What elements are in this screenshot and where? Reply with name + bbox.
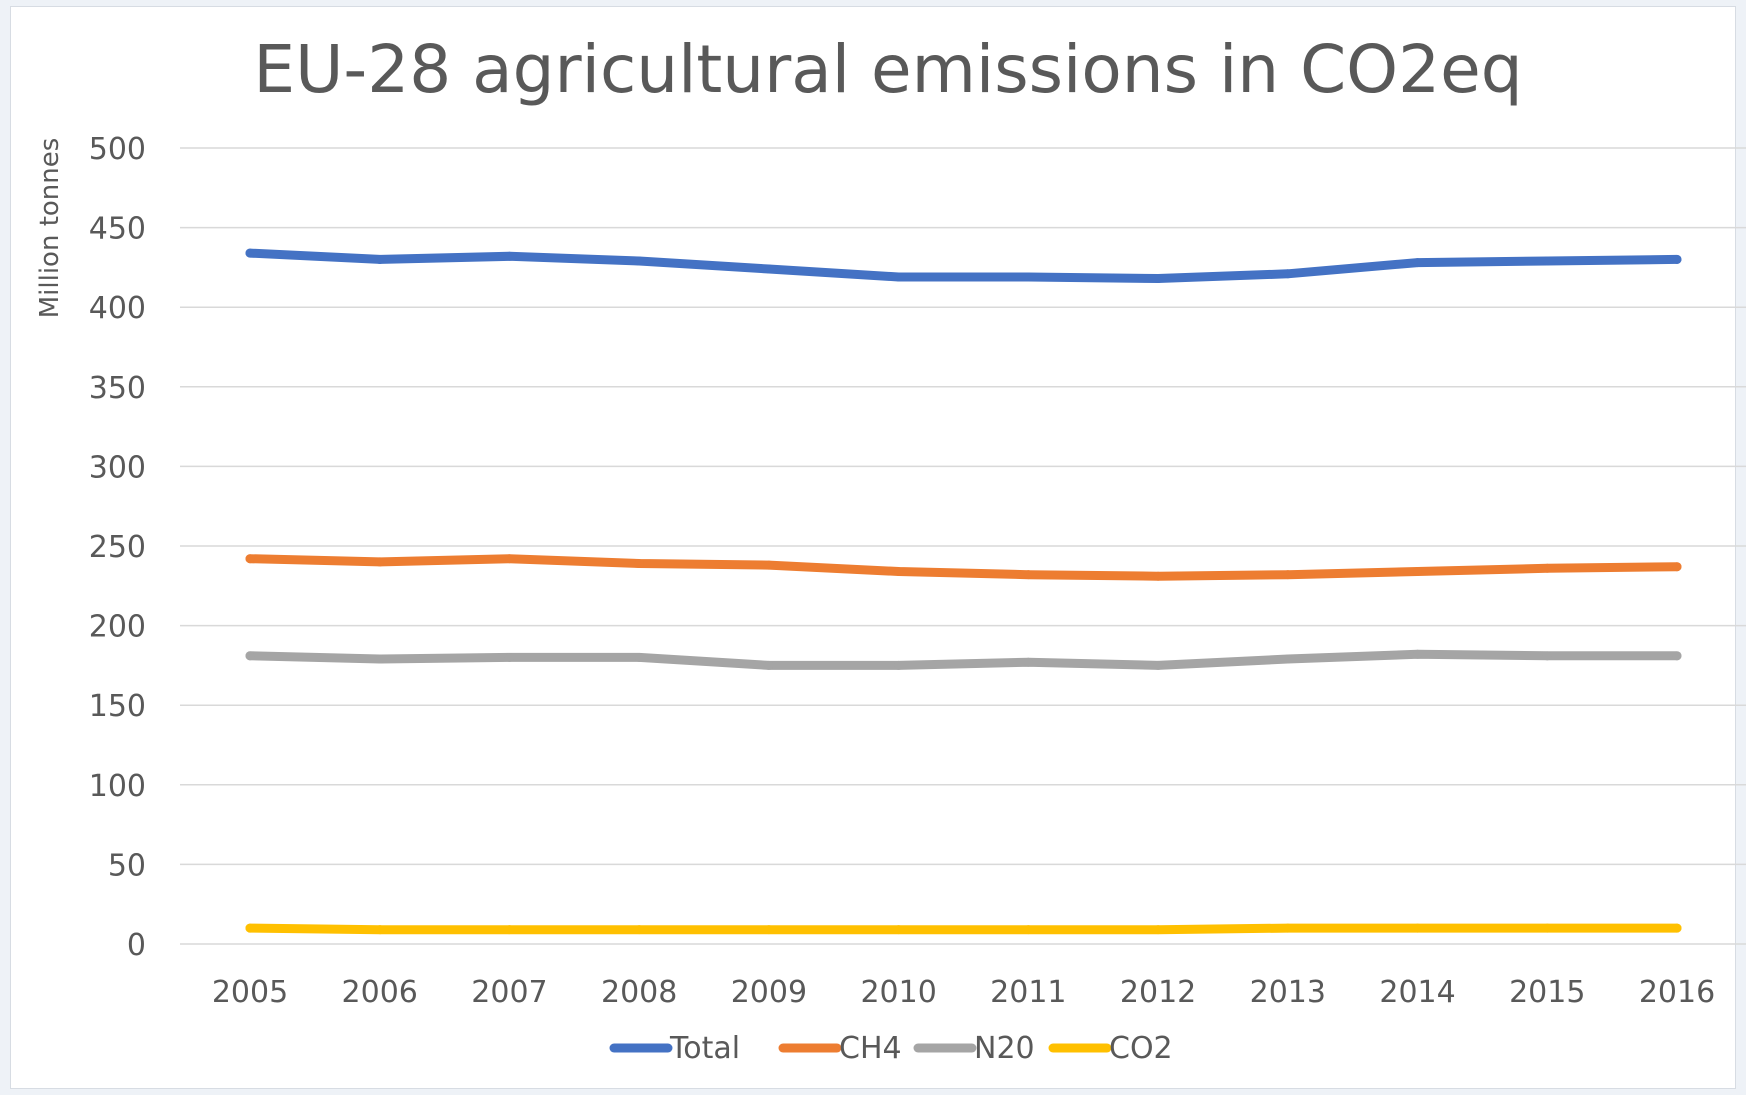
chart-frame [10, 6, 1736, 1089]
y-tick-label: 200 [89, 610, 146, 645]
x-tick-label: 2016 [1639, 975, 1715, 1010]
legend-item-ch4[interactable]: CH4 [778, 1031, 902, 1066]
data-point-co2 [764, 925, 774, 935]
data-point-total [375, 254, 385, 264]
x-tick-label: 2012 [1120, 975, 1196, 1010]
data-point-n20 [764, 660, 774, 670]
data-point-n20 [634, 652, 644, 662]
data-point-ch4 [1283, 570, 1293, 580]
series-line-ch4 [245, 554, 1682, 581]
legend-item-co2[interactable]: CO2 [1048, 1031, 1173, 1066]
data-point-co2 [1542, 923, 1552, 933]
legend: Total CH4 N20 CO2 [609, 1031, 1173, 1066]
data-point-total [1672, 254, 1682, 264]
x-axis-ticks: 2005 2006 2007 2008 2009 2010 2011 2012 2013 2014… [212, 975, 1715, 1010]
legend-item-total[interactable]: Total [609, 1031, 740, 1066]
data-point-n20 [1672, 651, 1682, 661]
data-point-total [504, 251, 514, 261]
data-point-ch4 [504, 554, 514, 564]
gridlines [180, 147, 1746, 945]
y-tick-label: 0 [127, 928, 146, 963]
series-line-co2 [245, 923, 1682, 935]
x-tick-label: 2011 [990, 975, 1066, 1010]
legend-label: N20 [974, 1031, 1035, 1066]
legend-label: CO2 [1109, 1031, 1173, 1066]
data-point-ch4 [634, 559, 644, 569]
x-tick-label: 2008 [601, 975, 677, 1010]
data-point-total [1542, 256, 1552, 266]
x-tick-label: 2014 [1379, 975, 1455, 1010]
y-tick-label: 400 [89, 291, 146, 326]
x-tick-label: 2005 [212, 975, 288, 1010]
series-line-n20 [245, 649, 1682, 670]
data-point-total [894, 272, 904, 282]
legend-label: CH4 [839, 1031, 902, 1066]
data-point-total [245, 248, 255, 258]
y-axis-ticks: 0 50 100 150 200 250 300 350 400 450 500 [89, 132, 146, 963]
data-point-co2 [1283, 923, 1293, 933]
data-point-n20 [1542, 651, 1552, 661]
data-point-n20 [504, 652, 514, 662]
data-point-ch4 [1153, 571, 1163, 581]
data-point-ch4 [894, 566, 904, 576]
data-point-n20 [1023, 657, 1033, 667]
legend-label: Total [669, 1031, 740, 1066]
data-point-total [634, 256, 644, 266]
data-point-ch4 [764, 560, 774, 570]
data-point-total [1153, 274, 1163, 284]
data-point-total [1413, 258, 1423, 268]
data-point-ch4 [1542, 563, 1552, 573]
data-point-co2 [375, 925, 385, 935]
data-point-ch4 [375, 557, 385, 567]
data-point-n20 [894, 660, 904, 670]
x-tick-label: 2013 [1250, 975, 1326, 1010]
x-tick-label: 2007 [471, 975, 547, 1010]
series-line-total [245, 248, 1682, 283]
series-lines [245, 248, 1682, 935]
x-tick-label: 2009 [731, 975, 807, 1010]
data-point-ch4 [1672, 562, 1682, 572]
data-point-co2 [1023, 925, 1033, 935]
y-tick-label: 500 [89, 132, 146, 167]
data-point-ch4 [1023, 570, 1033, 580]
y-tick-label: 450 [89, 212, 146, 247]
data-point-co2 [245, 923, 255, 933]
x-tick-label: 2010 [860, 975, 936, 1010]
y-tick-label: 250 [89, 530, 146, 565]
x-tick-label: 2006 [342, 975, 418, 1010]
data-point-n20 [245, 651, 255, 661]
y-tick-label: 100 [89, 769, 146, 804]
data-point-n20 [1283, 654, 1293, 664]
data-point-ch4 [1413, 566, 1423, 576]
x-tick-label: 2015 [1509, 975, 1585, 1010]
data-point-total [1023, 272, 1033, 282]
y-tick-label: 300 [89, 450, 146, 485]
data-point-n20 [1413, 649, 1423, 659]
y-tick-label: 350 [89, 371, 146, 406]
data-point-co2 [504, 925, 514, 935]
data-point-co2 [1153, 925, 1163, 935]
data-point-total [1283, 269, 1293, 279]
data-point-n20 [1153, 660, 1163, 670]
chart-title: EU-28 agricultural emissions in CO2eq [253, 31, 1522, 108]
data-point-co2 [1413, 923, 1423, 933]
y-tick-label: 150 [89, 689, 146, 724]
data-point-co2 [894, 925, 904, 935]
data-point-n20 [375, 654, 385, 664]
data-point-ch4 [245, 554, 255, 564]
y-tick-label: 50 [108, 848, 146, 883]
legend-item-n20[interactable]: N20 [913, 1031, 1035, 1066]
data-point-total [764, 264, 774, 274]
y-axis-label: Million tonnes [35, 138, 65, 319]
data-point-co2 [1672, 923, 1682, 933]
data-point-co2 [634, 925, 644, 935]
